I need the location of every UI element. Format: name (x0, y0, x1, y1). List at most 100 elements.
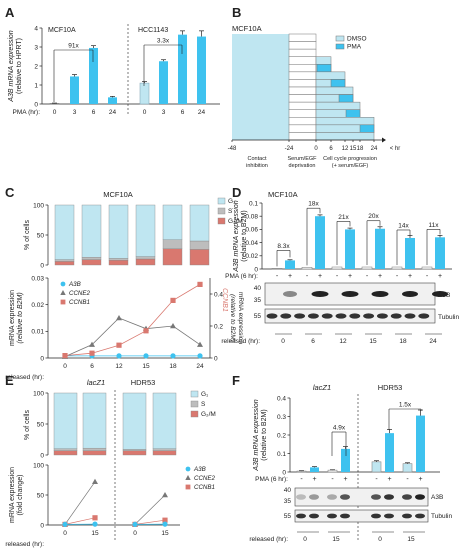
a-bar (197, 36, 206, 104)
d-bar-pma (315, 216, 325, 269)
e-stack-segment (152, 392, 177, 449)
b-xunit: < hr (390, 146, 401, 152)
f-blot-band (415, 513, 425, 519)
e2-legend-marker (185, 466, 191, 472)
d-blot-band (402, 291, 418, 297)
a-tick-label: 2 (34, 63, 38, 70)
f-bar (402, 463, 413, 473)
c2-point-ccne2 (197, 341, 203, 347)
e2-xtick-label: 15 (91, 530, 99, 537)
b-serum-cell (288, 117, 317, 126)
c2-rtick-label: 0.4 (214, 291, 223, 298)
d-blot-band (266, 313, 278, 319)
e2-xtick-label: 15 (161, 530, 169, 537)
e2-series-line (134, 494, 166, 525)
c2-xlabel: released (hr): (5, 374, 44, 381)
d-blot-label: A3B (438, 292, 450, 299)
d-bar-pma (345, 229, 355, 269)
d-pma-sign: + (288, 273, 292, 280)
c2-point-ccnb1 (62, 353, 68, 359)
d-bar-pma (285, 260, 295, 269)
d-pma-label: PMA (6 hr): (225, 273, 258, 280)
c-stack-segment (54, 259, 75, 262)
d-pma-sign: + (318, 273, 322, 280)
a-bar (178, 34, 187, 104)
d-blot-band (341, 291, 359, 297)
a-tick-label: 0 (34, 101, 38, 108)
d-bar-dmso (421, 266, 433, 270)
d-title: MCF10A (268, 190, 298, 199)
e-ylabel: % of cells (24, 410, 31, 440)
c2-tick-label: 0.01 (31, 329, 44, 336)
e2-point-ccnb1 (162, 517, 168, 523)
c-legend-label: G₂/M (228, 218, 243, 225)
d-mw-label: 35 (254, 297, 262, 304)
e-tick-label: 100 (33, 390, 44, 397)
f-tick-label: 0.2 (277, 432, 286, 439)
f-pma-sign: + (418, 476, 422, 483)
b-serum-cell (288, 132, 317, 141)
c2-point-a3b (170, 353, 176, 359)
d-pma-sign: + (348, 273, 352, 280)
c2-tick-label: 0.02 (31, 302, 44, 309)
f-blot-band (340, 494, 350, 500)
c2-tick-label: 0 (40, 355, 44, 362)
e2-series-line (64, 481, 96, 525)
a-bar (70, 76, 79, 104)
c2-point-ccnb1 (197, 281, 203, 287)
c-stack-segment (108, 204, 129, 259)
f-xtick-label: 15 (407, 536, 415, 543)
e-legend-label: S (201, 401, 206, 408)
b-serum-cell (288, 79, 317, 88)
c2-series-line (64, 284, 201, 356)
c-stack-segment (162, 239, 183, 250)
e-group-title: HDR53 (131, 378, 156, 387)
c-stack-segment (189, 204, 210, 242)
d-ylabel2: (relative to B2M) (241, 210, 248, 261)
b-phase-label: Cell cycle progression (323, 156, 377, 162)
c2-xtick-label: 15 (142, 363, 150, 370)
e2-tick-label: 50 (37, 492, 45, 499)
c2-legend-marker (60, 281, 66, 287)
e-stack-segment (122, 392, 147, 450)
c2-legend-marker (60, 299, 66, 305)
f-pma-sign: - (406, 476, 409, 483)
d-tick-label: 0.08 (245, 214, 258, 221)
c-stack-segment (135, 204, 156, 257)
d-tick-label: 0 (254, 266, 258, 273)
f-pma-label: PMA (6 hr): (255, 476, 288, 483)
c2-point-a3b (143, 353, 149, 359)
a-tick-label: 3 (34, 44, 38, 51)
c2-y2label2: (relative to B2M) (229, 294, 236, 342)
c2-xtick-label: 6 (90, 363, 94, 370)
c2-point-ccne2 (89, 341, 95, 347)
c2-tick-label: 0.03 (31, 275, 44, 282)
f-blot-band (296, 513, 306, 519)
a-ylabel2: (relative to HPRT) (16, 38, 23, 94)
c2-point-a3b (116, 353, 122, 359)
b-contact-block (232, 34, 289, 140)
f-blot-band (384, 513, 394, 519)
c-tick-label: 100 (33, 202, 44, 209)
d-pma-sign: + (378, 273, 382, 280)
d-bar-pma (435, 237, 445, 269)
d-released-label: released (hr): (221, 338, 260, 345)
panel-letter-D: D (232, 185, 241, 200)
f-pma-sign: - (331, 476, 334, 483)
f-mw-label: 40 (284, 487, 292, 494)
d-blot-band (376, 313, 388, 319)
c2-xtick-label: 0 (63, 363, 67, 370)
d-xtick-label: 12 (339, 338, 347, 345)
b-serum-cell (288, 86, 317, 95)
d-blot-label: Tubulin (438, 314, 459, 321)
c-stack-segment (81, 259, 102, 266)
c2-series-line (64, 317, 201, 358)
b-serum-cell (288, 109, 317, 118)
d-pma-sign: - (336, 273, 339, 280)
d-bar-dmso (271, 268, 283, 270)
panel-letter-F: F (232, 373, 240, 388)
e-legend-swatch (190, 390, 199, 398)
f-blot-band (371, 494, 381, 500)
a-tick-label: 4 (34, 25, 38, 32)
d-mw-label: 55 (254, 313, 262, 320)
